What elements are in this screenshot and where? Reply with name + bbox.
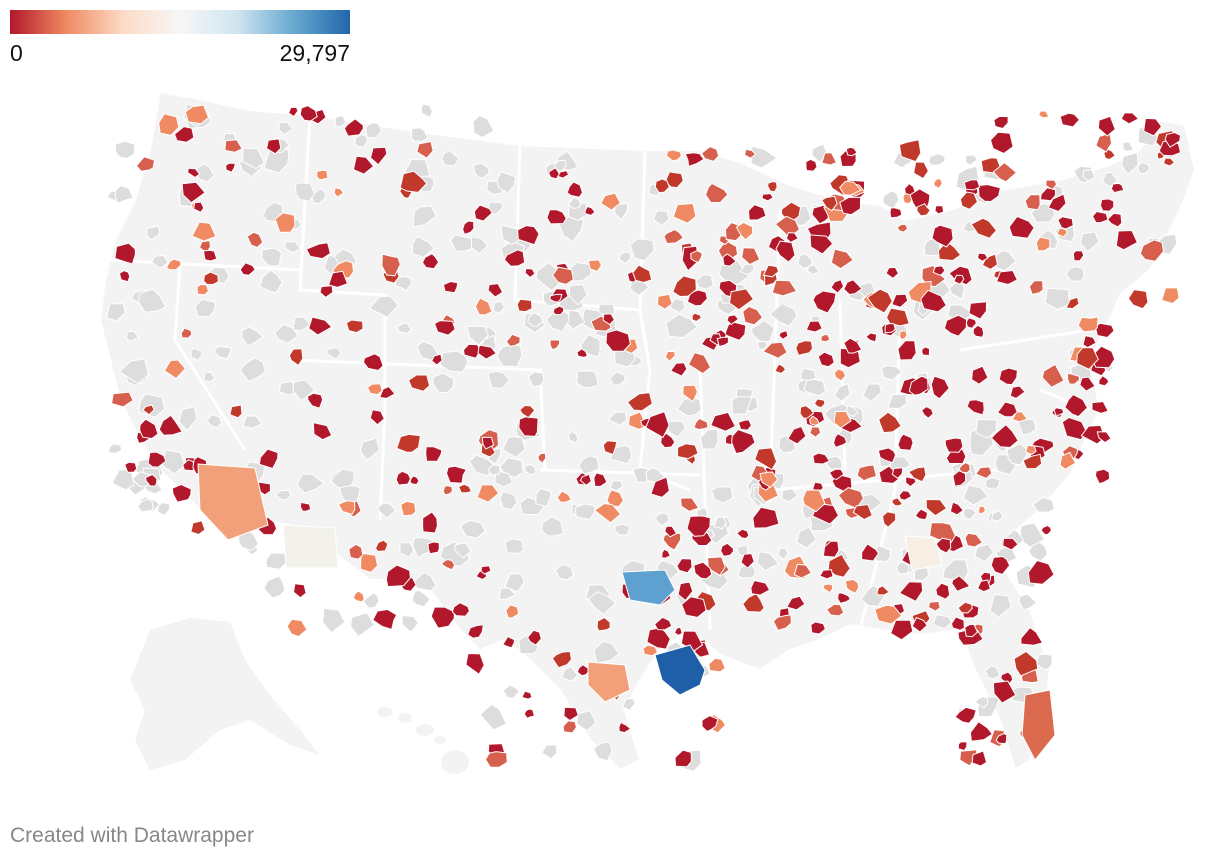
- county-no-data: [264, 576, 285, 598]
- county-value: [1041, 526, 1051, 535]
- county-value: [821, 335, 830, 342]
- county-no-data: [402, 616, 418, 633]
- county-value: [914, 162, 929, 179]
- region-phoenix-area: [283, 525, 338, 568]
- county-value: [368, 384, 383, 395]
- county-no-data: [577, 371, 599, 388]
- county-value: [675, 750, 691, 767]
- county-no-data: [751, 146, 777, 168]
- county-value: [970, 722, 992, 742]
- county-value: [1096, 469, 1110, 484]
- county-value: [428, 542, 439, 554]
- county-value: [517, 299, 532, 311]
- county-value: [1096, 133, 1112, 152]
- county-value: [431, 607, 454, 628]
- county-value: [964, 180, 980, 190]
- county-value: [1111, 183, 1124, 192]
- county-no-data: [323, 608, 345, 633]
- county-value: [922, 347, 930, 356]
- county-value: [522, 691, 532, 699]
- county-value: [197, 284, 209, 294]
- county-no-data: [115, 141, 135, 158]
- county-no-data: [966, 155, 978, 165]
- county-no-data: [412, 128, 428, 142]
- county-value: [443, 282, 457, 293]
- county-value: [524, 709, 534, 718]
- county-no-data: [109, 444, 122, 453]
- county-value: [1099, 376, 1109, 386]
- county-value: [137, 157, 155, 172]
- county-value: [1060, 113, 1079, 127]
- county-value: [606, 330, 631, 351]
- county-value: [317, 170, 328, 180]
- county-value: [1100, 199, 1113, 211]
- county-no-data: [883, 191, 899, 209]
- alaska-outline: [130, 618, 320, 770]
- county-no-data: [480, 704, 507, 730]
- us-county-map: [0, 70, 1220, 810]
- legend-min-label: 0: [10, 40, 23, 67]
- county-no-data: [421, 104, 432, 117]
- county-no-data: [473, 116, 494, 138]
- county-value: [768, 182, 777, 192]
- county-value: [1121, 113, 1138, 124]
- county-value: [934, 179, 943, 188]
- legend-max-label: 29,797: [280, 40, 350, 67]
- county-value: [204, 250, 217, 261]
- county-value: [1028, 561, 1054, 585]
- county-value: [466, 654, 484, 675]
- county-no-data: [350, 613, 374, 637]
- county-no-data: [929, 154, 945, 165]
- county-value: [738, 420, 751, 430]
- county-no-data: [1019, 594, 1036, 610]
- county-value: [1054, 408, 1064, 415]
- county-value: [294, 584, 307, 598]
- county-no-data: [542, 745, 557, 759]
- county-no-data: [115, 186, 133, 204]
- county-value: [563, 721, 576, 733]
- county-no-data: [412, 590, 430, 607]
- county-value: [119, 271, 129, 282]
- county-value: [1162, 288, 1179, 304]
- county-value: [1039, 111, 1050, 118]
- footer-credit: Created with Datawrapper: [10, 824, 254, 848]
- county-value: [806, 159, 817, 171]
- hawaii-islands: [377, 707, 469, 774]
- legend-gradient-bar: [10, 10, 350, 34]
- county-value: [945, 438, 963, 452]
- county-no-data: [505, 539, 523, 554]
- county-value: [346, 320, 363, 333]
- county-value: [486, 752, 508, 768]
- county-value: [991, 132, 1014, 153]
- county-value: [1093, 212, 1108, 223]
- county-no-data: [503, 685, 519, 698]
- county-value: [373, 610, 397, 630]
- county-value: [994, 116, 1008, 128]
- county-value: [287, 619, 307, 636]
- county-value: [1098, 116, 1115, 136]
- county-no-data: [363, 593, 379, 609]
- county-value: [1095, 323, 1114, 337]
- county-value: [709, 658, 725, 672]
- county-no-data: [1123, 142, 1134, 152]
- county-value: [1128, 290, 1148, 309]
- county-value: [1036, 237, 1049, 251]
- county-value: [301, 503, 311, 512]
- county-value: [1078, 317, 1098, 332]
- color-legend: 0 29,797: [10, 10, 350, 39]
- county-value: [191, 521, 205, 535]
- county-value: [958, 742, 967, 751]
- county-value: [300, 106, 317, 121]
- county-value: [822, 153, 837, 165]
- county-value: [401, 501, 416, 516]
- county-value: [353, 591, 364, 602]
